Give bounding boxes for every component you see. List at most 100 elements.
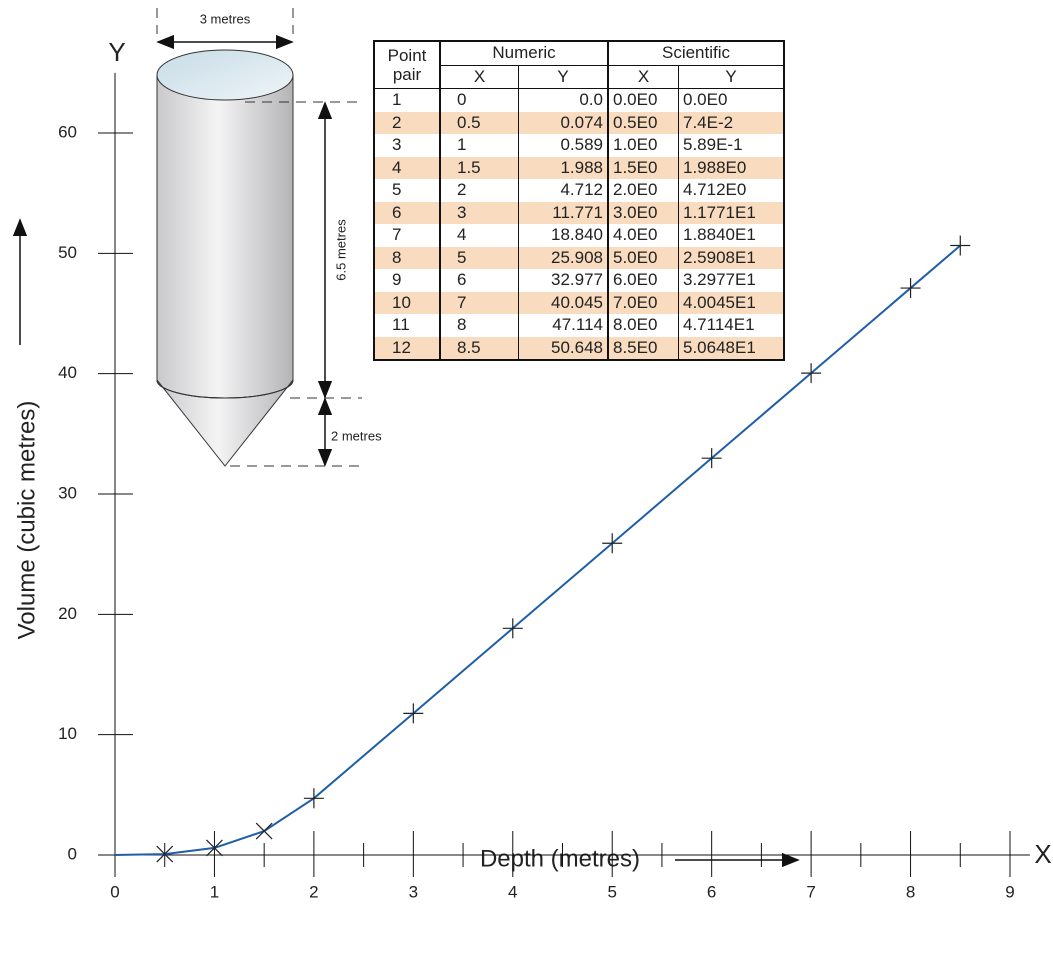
table-cell: 0.074 [518, 111, 608, 134]
y-tick-label: 0 [68, 844, 77, 863]
cone-label: 2 metres [331, 428, 382, 443]
table-cell: 4.712 [518, 179, 608, 202]
table-row: 9 6 32.977 6.0E0 3.2977E1 [373, 269, 784, 292]
x-tick-label: 5 [607, 882, 616, 901]
table-cell: 4 [373, 156, 440, 179]
table-cell: 3 [373, 134, 440, 157]
table-cell: 0.0E0 [607, 88, 679, 112]
data-marker [403, 703, 424, 724]
table-row: 8 5 25.908 5.0E0 2.5908E1 [373, 246, 784, 269]
table-cell: 4.7114E1 [678, 314, 784, 337]
table-cell: 2.0E0 [607, 179, 679, 202]
data-marker [701, 448, 722, 469]
table-cell: 1.5E0 [607, 156, 679, 179]
table-cell: 4 [439, 224, 519, 247]
table-row: 7 4 18.840 4.0E0 1.8840E1 [373, 224, 784, 247]
table-cell: 0.589 [518, 134, 608, 157]
table-cell: 2 [439, 179, 519, 202]
table-cell: 25.908 [518, 246, 608, 269]
x-axis-label: Depth (metres) [480, 845, 640, 872]
table-cell: 5 [439, 246, 519, 269]
table-cell: 40.045 [518, 291, 608, 314]
height-label: 6.5 metres [333, 219, 348, 281]
y-tick-label: 40 [58, 363, 77, 382]
data-marker [801, 363, 822, 384]
table-cell: 0.0 [518, 88, 608, 112]
silo-diagram: 3 metres 6.5 metres 2 metres [12, 8, 800, 868]
header-cell: Y [518, 65, 608, 89]
table-cell: 6 [439, 269, 519, 292]
table-cell: 7.0E0 [607, 291, 679, 314]
table-cell: 1 [373, 88, 440, 112]
table-cell: 8.5E0 [607, 336, 679, 360]
table-cell: 8.0E0 [607, 314, 679, 337]
table-cell: 8 [373, 246, 440, 269]
x-tick-label: 9 [1005, 882, 1014, 901]
header-cell: Scientific [607, 41, 784, 66]
table-row: 3 1 0.589 1.0E0 5.89E-1 [373, 134, 784, 157]
table-cell: 5 [373, 179, 440, 202]
data-marker [502, 618, 523, 639]
table-cell: 18.840 [518, 224, 608, 247]
header-cell: Numeric [439, 41, 608, 66]
table-cell: 1.988E0 [678, 156, 784, 179]
x-axis-name: X [1034, 839, 1051, 869]
table-row: 12 8.5 50.648 8.5E0 5.0648E1 [373, 336, 784, 360]
table-cell: 3.0E0 [607, 201, 679, 224]
table-row: 6 3 11.771 3.0E0 1.1771E1 [373, 201, 784, 224]
table-cell: 1.1771E1 [678, 201, 784, 224]
table-row: 5 2 4.712 2.0E0 4.712E0 [373, 179, 784, 202]
x-tick-label: 7 [806, 882, 815, 901]
data-marker [602, 533, 623, 554]
x-tick-label: 6 [707, 882, 716, 901]
data-marker [156, 845, 174, 863]
table-cell: 2 [373, 111, 440, 134]
data-marker [303, 788, 324, 809]
x-tick-label: 4 [508, 882, 517, 901]
table-cell: 1 [439, 134, 519, 157]
table-cell: 0.5E0 [607, 111, 679, 134]
table-cell: 5.89E-1 [678, 134, 784, 157]
table-cell: 7 [439, 291, 519, 314]
table-row: 4 1.5 1.988 1.5E0 1.988E0 [373, 156, 784, 179]
table-cell: 4.0E0 [607, 224, 679, 247]
x-tick-label: 3 [409, 882, 418, 901]
table-cell: 3.2977E1 [678, 269, 784, 292]
table-cell: 5.0648E1 [678, 336, 784, 360]
x-tick-label: 0 [110, 882, 119, 901]
y-tick-label: 50 [58, 243, 77, 262]
table-row: 11 8 47.114 8.0E0 4.7114E1 [373, 314, 784, 337]
data-marker [950, 235, 971, 256]
table-cell: 0 [439, 88, 519, 112]
table-cell: 47.114 [518, 314, 608, 337]
x-tick-label: 1 [210, 882, 219, 901]
x-tick-label: 2 [309, 882, 318, 901]
table-cell: 32.977 [518, 269, 608, 292]
header-cell: Y [678, 65, 784, 89]
table-row: 10 7 40.045 7.0E0 4.0045E1 [373, 291, 784, 314]
table-cell: 50.648 [518, 336, 608, 360]
data-marker [255, 822, 273, 840]
table-cell: 7 [373, 224, 440, 247]
x-tick-label: 8 [906, 882, 915, 901]
data-marker [206, 839, 223, 857]
table-cell: 7.4E-2 [678, 111, 784, 134]
table-row: 2 0.5 0.074 0.5E0 7.4E-2 [373, 111, 784, 134]
table-cell: 4.712E0 [678, 179, 784, 202]
table-cell: 10 [373, 291, 440, 314]
table-cell: 1.5 [439, 156, 519, 179]
table-cell: 12 [373, 336, 440, 360]
width-label: 3 metres [200, 11, 251, 26]
header-cell: Point pair [373, 41, 440, 89]
table-cell: 0.0E0 [678, 88, 784, 112]
y-tick-label: 60 [58, 122, 77, 141]
table-cell: 9 [373, 269, 440, 292]
y-tick-label: 30 [58, 483, 77, 502]
table-cell: 4.0045E1 [678, 291, 784, 314]
table-cell: 6.0E0 [607, 269, 679, 292]
header-row: Point pair Numeric Scientific [373, 41, 784, 89]
data-marker [900, 278, 921, 299]
y-tick-label: 10 [58, 724, 77, 743]
